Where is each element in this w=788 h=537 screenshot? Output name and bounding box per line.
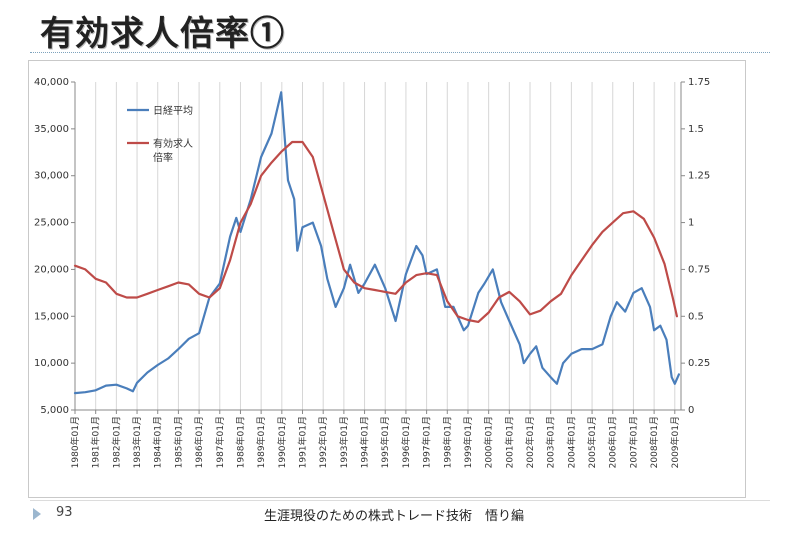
legend-label: 倍率: [153, 151, 173, 164]
y-right-tick-label: 0.75: [688, 264, 710, 275]
x-tick-label: 1998年01月: [441, 416, 453, 468]
x-tick-label: 2005年01月: [586, 416, 598, 468]
y-left-tick-label: 30,000: [34, 171, 69, 182]
x-tick-label: 1988年01月: [234, 416, 246, 468]
x-tick-label: 1982年01月: [110, 416, 122, 468]
y-left-tick-label: 40,000: [34, 77, 69, 88]
y-right-tick-label: 0.25: [688, 358, 710, 369]
y-right-tick-label: 1.75: [688, 77, 710, 88]
slide-title: 有効求人倍率①: [40, 14, 285, 54]
footer-divider: [30, 500, 770, 501]
y-left-tick-label: 5,000: [40, 405, 69, 416]
y-left-tick-label: 15,000: [34, 311, 69, 322]
page-number: 93: [56, 505, 73, 520]
x-tick-label: 1990年01月: [276, 416, 288, 468]
footer-arrow-icon: [33, 508, 41, 520]
series-line-job-ratio: [73, 140, 678, 323]
x-tick-label: 2004年01月: [565, 416, 577, 468]
legend-label: 日経平均: [153, 104, 193, 117]
footer-text: 生涯現役のための株式トレード技術 悟り編: [263, 509, 524, 524]
x-tick-label: 1995年01月: [379, 416, 391, 468]
x-tick-label: 1980年01月: [69, 416, 81, 468]
legend-label: 有効求人: [153, 137, 193, 150]
x-tick-label: 1989年01月: [255, 416, 267, 468]
x-tick-label: 2002年01月: [524, 416, 536, 468]
x-tick-label: 2008年01月: [648, 416, 660, 468]
x-tick-label: 1984年01月: [152, 416, 164, 468]
x-tick-label: 1999年01月: [462, 416, 474, 468]
x-tick-label: 1987年01月: [214, 416, 226, 468]
chart-frame: 1980年01月 1981年01月 1982年01月 1983年01月 1984年01月…: [28, 60, 746, 498]
x-tick-label: 1994年01月: [359, 416, 371, 468]
x-tick-label: 1986年01月: [193, 416, 205, 468]
x-tick-label: 1985年01月: [172, 416, 184, 468]
y-left-tick-label: 10,000: [34, 358, 69, 369]
x-tick-label: 2001年01月: [503, 416, 515, 468]
y-right-tick-label: 0.5: [688, 311, 704, 322]
x-tick-label: 1983年01月: [131, 416, 143, 468]
y-right-tick-label: 1.5: [688, 124, 704, 135]
y-right-tick-label: 0: [688, 405, 694, 416]
x-tick-label: 2006年01月: [607, 416, 619, 468]
y-left-tick-label: 25,000: [34, 218, 69, 229]
x-tick-label: 1997年01月: [421, 416, 433, 468]
y-left-tick-label: 20,000: [34, 264, 69, 275]
x-tick-label: 2003年01月: [545, 416, 557, 468]
title-divider: [30, 52, 770, 53]
x-tick-label: 1993年01月: [338, 416, 350, 468]
y-right-tick-label: 1: [688, 218, 694, 229]
x-tick-label: 2007年01月: [627, 416, 639, 468]
y-right-tick-label: 1.25: [688, 171, 710, 182]
y-left-tick-label: 35,000: [34, 124, 69, 135]
x-tick-label: 1981年01月: [90, 416, 102, 468]
x-tick-label: 1991年01月: [297, 416, 309, 468]
x-tick-label: 2009年01月: [669, 416, 681, 468]
x-tick-label: 2000年01月: [483, 416, 495, 468]
series-line-nikkei: [73, 91, 680, 395]
x-tick-label: 1996年01月: [400, 416, 412, 468]
line-chart: 1980年01月 1981年01月 1982年01月 1983年01月 1984年01月…: [34, 77, 710, 468]
x-tick-label: 1992年01月: [317, 416, 329, 468]
